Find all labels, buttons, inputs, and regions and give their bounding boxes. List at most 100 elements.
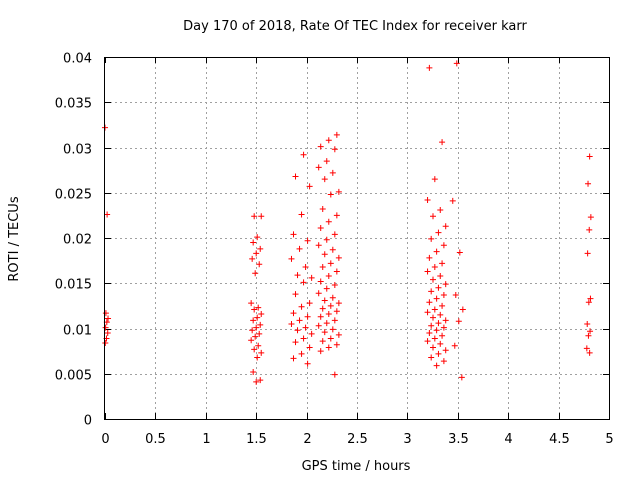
data-point (437, 340, 444, 347)
data-point (258, 311, 265, 318)
data-point (251, 213, 258, 220)
chart-title: Day 170 of 2018, Rate Of TEC Index for r… (183, 19, 527, 34)
x-tick-label: 2.5 (347, 432, 368, 447)
data-point (428, 322, 435, 329)
data-point (437, 273, 444, 280)
data-point (435, 229, 442, 236)
data-point (104, 330, 111, 337)
y-tick-label: 0 (84, 414, 92, 429)
data-point (329, 326, 336, 333)
data-point (329, 246, 336, 253)
data-point (315, 242, 322, 249)
data-point (442, 223, 449, 230)
data-point (304, 360, 311, 367)
data-point (426, 254, 433, 261)
data-point (586, 349, 593, 356)
data-point (304, 237, 311, 244)
data-point (298, 303, 305, 310)
data-point (248, 337, 255, 344)
data-point (584, 320, 591, 327)
data-point (296, 317, 303, 324)
y-tick-label: 0.04 (63, 52, 92, 67)
data-point (254, 314, 261, 321)
data-point (428, 354, 435, 361)
data-point (319, 206, 326, 213)
data-point (430, 276, 437, 283)
data-point (308, 274, 315, 281)
x-axis-tick-labels: 0 0.5 1 1.5 2 2.5 3 3.5 4 4.5 5 (101, 432, 613, 447)
data-point (249, 255, 256, 262)
data-point (254, 354, 261, 361)
data-point (292, 339, 299, 346)
data-point (290, 355, 297, 362)
data-point (587, 214, 594, 221)
data-points (102, 60, 594, 385)
data-point (257, 321, 264, 328)
data-point (442, 281, 449, 288)
data-point (325, 137, 332, 144)
data-point (586, 226, 593, 233)
data-point (333, 341, 340, 348)
data-point (321, 297, 328, 304)
y-tick-label: 0.005 (55, 369, 92, 384)
data-point (319, 338, 326, 345)
y-tick-label: 0.03 (63, 143, 92, 158)
data-point (439, 139, 446, 146)
data-point (249, 327, 256, 334)
data-point (331, 317, 338, 324)
data-point (253, 378, 260, 385)
y-axis-title: ROTI / TECUs (7, 196, 22, 281)
data-point (321, 329, 328, 336)
data-point (431, 176, 438, 183)
data-point (433, 295, 440, 302)
data-point (325, 311, 332, 318)
data-point (329, 169, 336, 176)
x-axis-title: GPS time / hours (302, 459, 411, 474)
data-point (586, 153, 593, 160)
data-point (290, 231, 297, 238)
data-point (439, 260, 446, 267)
data-point (321, 251, 328, 258)
data-point (102, 339, 109, 346)
data-point (331, 282, 338, 289)
data-point (333, 268, 340, 275)
data-point (439, 332, 446, 339)
data-point (317, 278, 324, 285)
data-point (298, 211, 305, 218)
data-point (431, 263, 438, 270)
data-point (327, 260, 334, 267)
data-point (456, 249, 463, 256)
data-point (256, 330, 263, 337)
data-point (426, 64, 433, 71)
data-point (250, 368, 257, 375)
data-point (251, 346, 258, 353)
data-point (433, 327, 440, 334)
data-point (294, 272, 301, 279)
data-point (317, 143, 324, 150)
data-point (587, 295, 594, 302)
data-point (302, 324, 309, 331)
data-point (298, 350, 305, 357)
data-point (437, 206, 444, 213)
data-point (440, 324, 447, 331)
data-point (430, 314, 437, 321)
data-point (455, 318, 462, 325)
data-point (290, 310, 297, 317)
data-point (335, 254, 342, 261)
data-point (333, 131, 340, 138)
data-point (329, 294, 336, 301)
data-point (296, 245, 303, 252)
data-point (442, 347, 449, 354)
data-point (257, 245, 264, 252)
data-point (319, 305, 326, 312)
data-point (105, 315, 112, 322)
data-point (327, 335, 334, 342)
data-point (323, 236, 330, 243)
y-axis-tick-labels: 0 0.005 0.01 0.015 0.02 0.025 0.03 0.035 0.04 (55, 52, 92, 429)
grid-lines (105, 57, 609, 419)
data-point (306, 344, 313, 351)
data-point (256, 261, 263, 268)
data-point (426, 299, 433, 306)
data-point (321, 176, 328, 183)
